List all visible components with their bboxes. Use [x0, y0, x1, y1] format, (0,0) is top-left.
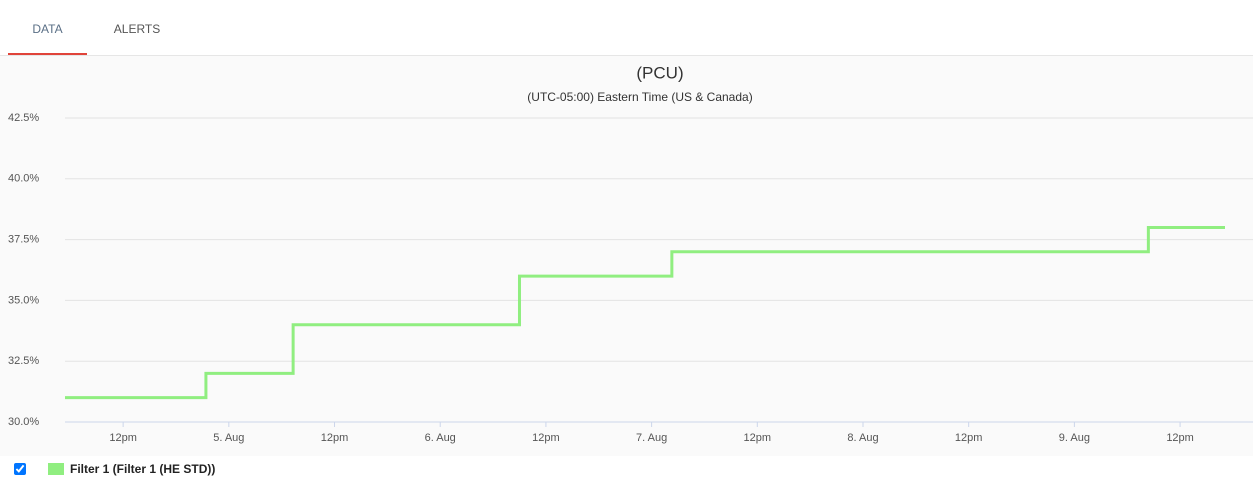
y-tick-label: 42.5% [8, 112, 39, 124]
x-tick-label: 12pm [955, 432, 983, 444]
tab-bar: DATA ALERTS [0, 0, 1253, 56]
y-tick-label: 32.5% [8, 355, 39, 367]
legend-checkbox[interactable] [14, 463, 26, 475]
y-tick-label: 37.5% [8, 234, 39, 246]
tab[interactable]: ALERTS [113, 22, 161, 36]
chart-title: (PCU) [636, 63, 683, 82]
x-tick-label: 5. Aug [213, 432, 244, 444]
y-tick-label: 40.0% [8, 173, 39, 185]
x-tick-label: 12pm [744, 432, 772, 444]
x-tick-label: 6. Aug [425, 432, 456, 444]
legend-swatch [48, 463, 64, 475]
x-tick-label: 12pm [1166, 432, 1194, 444]
legend: Filter 1 (Filter 1 (HE STD)) [14, 459, 215, 479]
x-tick-label: 12pm [321, 432, 349, 444]
x-tick-label: 12pm [532, 432, 560, 444]
legend-label[interactable]: Filter 1 (Filter 1 (HE STD)) [70, 462, 216, 476]
x-tick-label: 12pm [109, 432, 137, 444]
chart: (PCU) (UTC-05:00) Eastern Time (US & Can… [0, 56, 1253, 456]
series-line [65, 225, 1225, 400]
chart-subtitle: (UTC-05:00) Eastern Time (US & Canada) [527, 90, 752, 104]
y-tick-label: 30.0% [8, 416, 39, 428]
x-tick-label: 9. Aug [1059, 432, 1090, 444]
chart-background [0, 56, 1253, 456]
tab[interactable]: DATA [8, 0, 87, 55]
y-tick-label: 35.0% [8, 294, 39, 306]
x-tick-label: 7. Aug [636, 432, 667, 444]
x-tick-label: 8. Aug [847, 432, 878, 444]
